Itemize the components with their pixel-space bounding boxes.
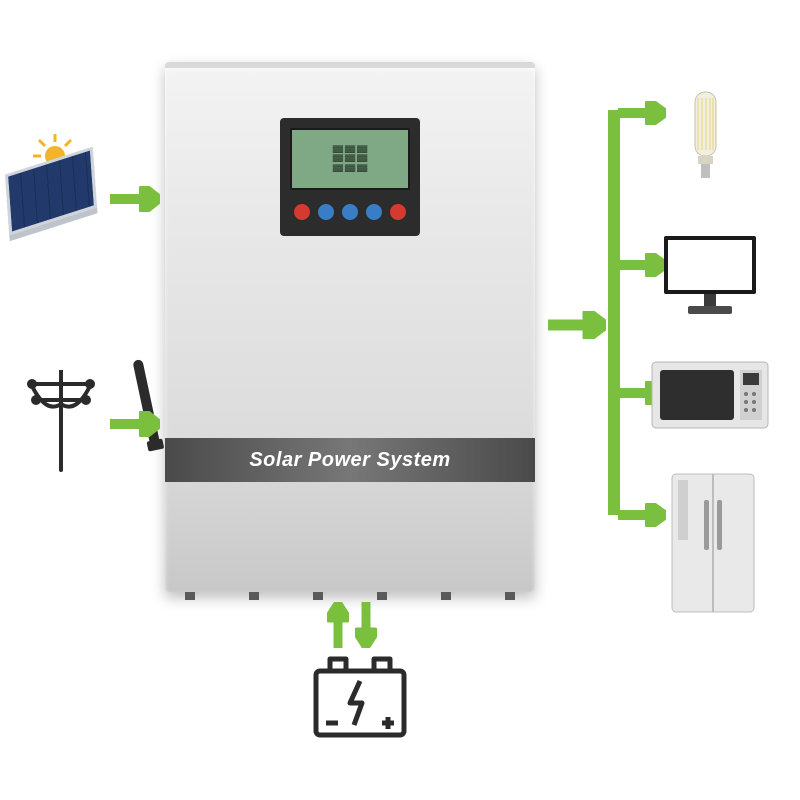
arrow-out-fridge	[618, 503, 666, 527]
battery-icon	[300, 635, 420, 765]
arrow-solar-in	[110, 186, 160, 212]
lcd-screen-icon: ▓▓ ▓▓ ▓▓▓▓ ▓▓ ▓▓▓▓ ▓▓ ▓▓	[290, 128, 410, 190]
inverter-buttons	[290, 204, 410, 220]
monitor-icon	[660, 232, 760, 322]
arrow-out-monitor	[618, 253, 666, 277]
diagram-canvas: ▓▓ ▓▓ ▓▓▓▓ ▓▓ ▓▓▓▓ ▓▓ ▓▓ Solar Power Sys…	[0, 0, 800, 800]
bulb-icon	[678, 88, 733, 183]
arrow-to-bus	[548, 311, 606, 339]
inverter-control-panel: ▓▓ ▓▓ ▓▓▓▓ ▓▓ ▓▓▓▓ ▓▓ ▓▓	[280, 118, 420, 236]
arrow-out-bulb	[618, 101, 666, 125]
inverter-label: Solar Power System	[165, 438, 535, 482]
microwave-icon	[650, 358, 770, 436]
utility-pole-icon	[26, 370, 96, 480]
fridge-icon	[668, 470, 758, 620]
solar-panel-icon	[5, 148, 105, 243]
arrow-grid-in	[110, 411, 160, 437]
output-bus	[608, 110, 620, 515]
inverter-unit: ▓▓ ▓▓ ▓▓▓▓ ▓▓ ▓▓▓▓ ▓▓ ▓▓ Solar Power Sys…	[165, 62, 535, 592]
